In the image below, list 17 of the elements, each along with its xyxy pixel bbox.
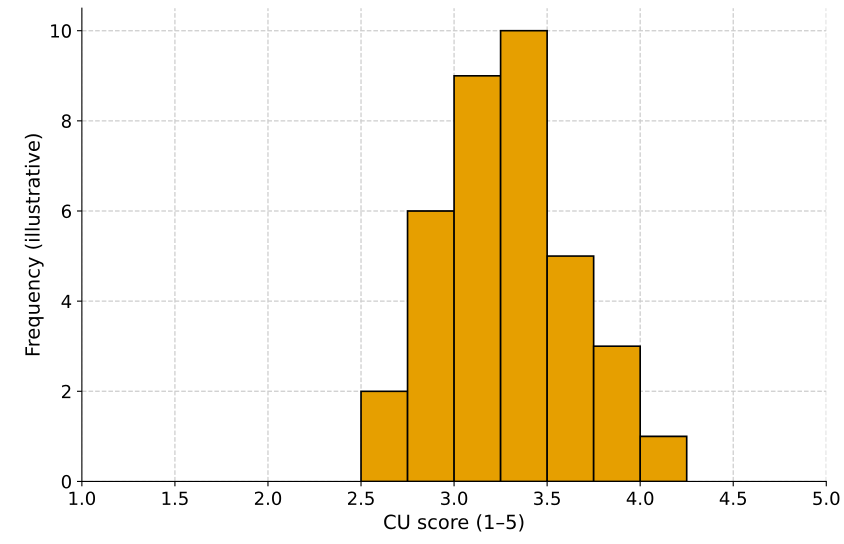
x-tick-label: 1.0 (69, 491, 96, 506)
x-tick-label: 2.0 (254, 491, 282, 506)
y-tick-label: 6 (62, 204, 72, 218)
x-tick-label: 3.0 (441, 491, 468, 506)
y-tick-label: 4 (62, 294, 72, 308)
y-tick-label: 8 (62, 114, 71, 128)
x-tick-label: 1.5 (162, 492, 188, 506)
x-tick-label: 3.5 (534, 491, 560, 506)
y-tick-label: 10 (51, 24, 71, 38)
x-axis-title: CU score (1–5) (384, 514, 524, 532)
y-tick-label: 0 (62, 474, 71, 489)
y-tick-label: 2 (62, 384, 70, 398)
y-axis-title: Frequency (illustrative) (24, 134, 44, 356)
x-tick-label: 2.5 (348, 491, 374, 506)
x-tick-label: 4.5 (720, 492, 746, 506)
x-tick-label: 4.0 (626, 491, 654, 506)
x-tick-label: 5.0 (813, 491, 840, 506)
